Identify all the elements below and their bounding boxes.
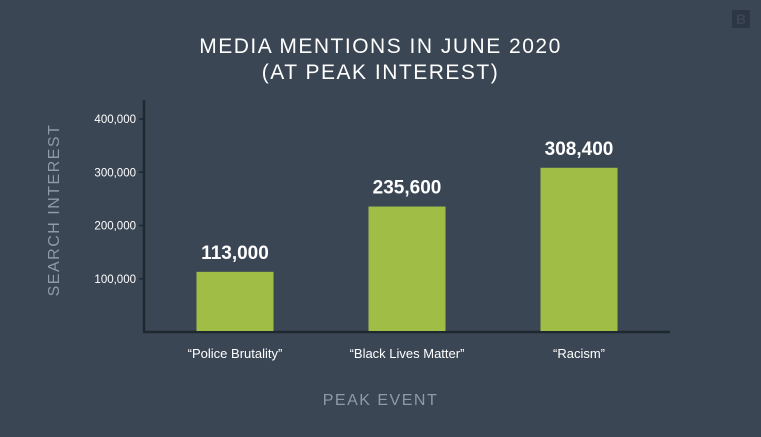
chart-title-line1: MEDIA MENTIONS IN JUNE 2020 xyxy=(199,35,562,58)
chart-title: MEDIA MENTIONS IN JUNE 2020 (AT PEAK INT… xyxy=(0,34,761,86)
brand-logo: B xyxy=(732,10,750,28)
chart-title-line2: (AT PEAK INTEREST) xyxy=(261,61,500,84)
bar-value-label: 308,400 xyxy=(545,139,614,160)
x-axis-label: PEAK EVENT xyxy=(322,392,439,409)
y-tick-label: 400,000 xyxy=(94,114,136,126)
y-tick-label: 200,000 xyxy=(94,221,136,233)
bar-value-label: 235,600 xyxy=(373,178,442,199)
bar xyxy=(540,167,618,331)
bar xyxy=(196,271,274,331)
x-tick-label: “Police Brutality” xyxy=(188,346,283,361)
bar-value-label: 113,000 xyxy=(201,243,269,264)
y-tick-label: 300,000 xyxy=(94,167,136,179)
y-tick-label: 100,000 xyxy=(94,274,136,286)
bar xyxy=(368,206,446,331)
x-tick-label: “Black Lives Matter” xyxy=(350,346,465,361)
x-tick-label: “Racism” xyxy=(553,346,605,361)
